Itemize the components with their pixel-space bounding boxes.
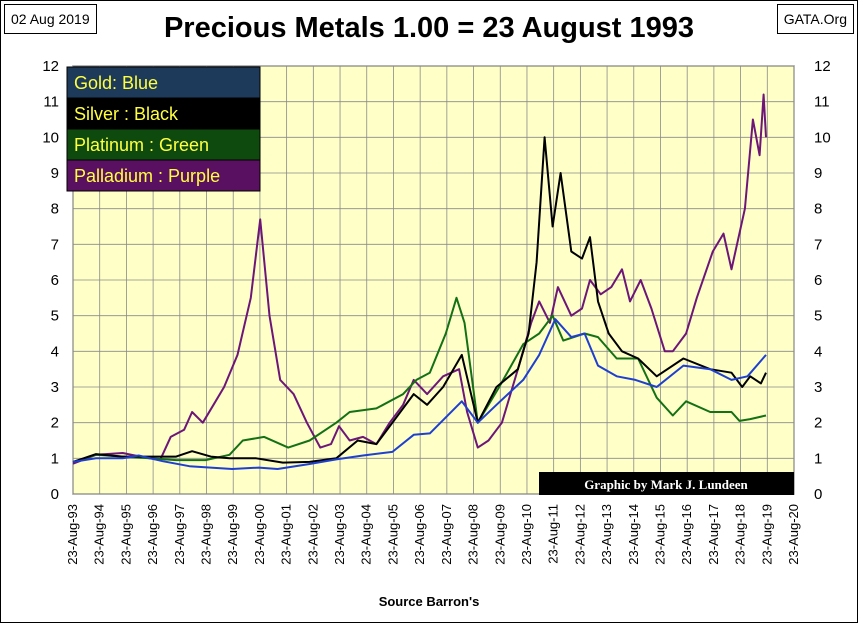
y-tick-label-right: 2 <box>814 415 822 432</box>
legend-entry: Gold: Blue <box>74 73 158 93</box>
legend-swatch <box>66 128 261 161</box>
legend-entry: Platinum : Green <box>74 135 209 155</box>
y-tick-label-left: 6 <box>51 272 59 289</box>
x-tick-label: 23-Aug-17 <box>706 504 721 565</box>
x-axis-label: Source Barron's <box>378 594 480 609</box>
y-tick-label-right: 4 <box>814 343 822 360</box>
x-tick-label: 23-Aug-00 <box>252 504 267 565</box>
x-tick-label: 23-Aug-03 <box>332 504 347 565</box>
legend-swatch <box>66 97 261 130</box>
x-tick-label: 23-Aug-12 <box>572 504 587 565</box>
x-tick-label: 23-Aug-20 <box>786 504 801 565</box>
series-line <box>72 296 767 463</box>
y-tick-label-right: 5 <box>814 308 822 325</box>
y-tick-label-right: 9 <box>814 165 822 182</box>
y-tick-label-left: 9 <box>51 165 59 182</box>
x-tick-label: 23-Aug-15 <box>652 504 667 565</box>
y-tick-label-right: 7 <box>814 236 822 253</box>
y-tick-label-left: 4 <box>51 343 59 360</box>
y-tick-label-left: 5 <box>51 308 59 325</box>
y-tick-label-left: 2 <box>51 415 59 432</box>
x-tick-label: 23-Aug-09 <box>492 504 507 565</box>
x-tick-label: 23-Aug-95 <box>118 504 133 565</box>
x-tick-label: 23-Aug-96 <box>145 504 160 565</box>
y-tick-label-left: 10 <box>42 129 59 146</box>
annotation-box <box>539 472 794 495</box>
x-tick-label: 23-Aug-01 <box>279 504 294 565</box>
annotation-text: Graphic by Mark J. Lundeen <box>584 477 748 492</box>
y-tick-label-left: 3 <box>51 379 59 396</box>
y-tick-label-left: 8 <box>51 201 59 218</box>
x-tick-label: 23-Aug-18 <box>733 504 748 565</box>
x-tick-label: 23-Aug-02 <box>305 504 320 565</box>
x-tick-label: 23-Aug-97 <box>172 504 187 565</box>
x-tick-label: 23-Aug-10 <box>519 504 534 565</box>
x-tick-label: 23-Aug-16 <box>679 504 694 565</box>
x-tick-label: 23-Aug-14 <box>626 504 641 565</box>
y-tick-label-right: 3 <box>814 379 822 396</box>
x-tick-label: 23-Aug-93 <box>65 504 80 565</box>
chart-title: Precious Metals 1.00 = 23 August 1993 <box>163 12 695 44</box>
y-tick-label-right: 6 <box>814 272 822 289</box>
x-tick-label: 23-Aug-11 <box>546 504 561 564</box>
y-tick-label-left: 0 <box>51 486 59 503</box>
x-tick-label: 23-Aug-08 <box>466 504 481 565</box>
x-tick-label: 23-Aug-19 <box>759 504 774 565</box>
x-tick-label: 23-Aug-98 <box>199 504 214 565</box>
y-tick-label-left: 1 <box>51 450 59 467</box>
y-tick-label-right: 0 <box>814 486 822 503</box>
y-tick-label-right: 12 <box>814 58 831 75</box>
y-tick-label-right: 11 <box>814 94 830 111</box>
series-line <box>72 93 767 465</box>
legend-swatch <box>66 159 261 192</box>
y-tick-label-right: 8 <box>814 201 822 218</box>
legend-entry: Palladium : Purple <box>74 166 220 186</box>
source-label: GATA.Org <box>776 4 854 34</box>
x-tick-label: 23-Aug-94 <box>92 504 107 565</box>
x-tick-label: 23-Aug-99 <box>225 504 240 565</box>
legend-entry: Silver : Black <box>74 104 179 124</box>
x-tick-label: 23-Aug-05 <box>385 504 400 565</box>
series-line <box>72 318 767 470</box>
y-tick-label-right: 10 <box>814 129 831 146</box>
x-tick-label: 23-Aug-06 <box>412 504 427 565</box>
x-tick-label: 23-Aug-04 <box>359 504 374 565</box>
y-tick-label-left: 7 <box>51 236 59 253</box>
y-tick-label-left: 11 <box>43 94 59 111</box>
series-line <box>72 136 767 464</box>
x-tick-label: 23-Aug-13 <box>599 504 614 565</box>
y-tick-label-right: 1 <box>814 450 822 467</box>
y-tick-label-left: 12 <box>42 58 59 75</box>
legend-swatch <box>66 66 261 99</box>
date-label: 02 Aug 2019 <box>4 4 97 34</box>
x-tick-label: 23-Aug-07 <box>439 504 454 565</box>
